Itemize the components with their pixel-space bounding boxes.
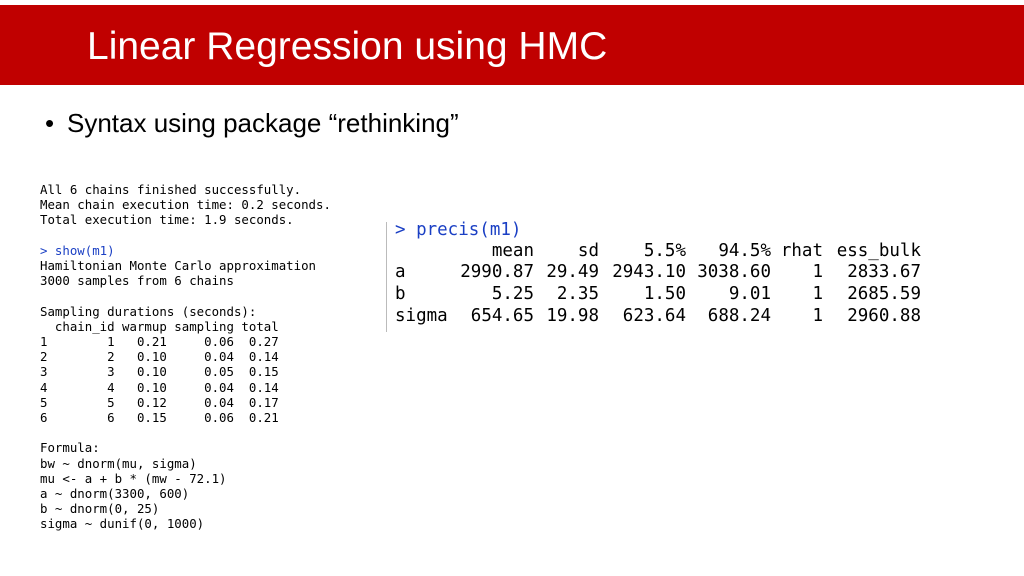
console-line: All 6 chains finished successfully. <box>40 182 302 197</box>
bullet-text: Syntax using package “rethinking” <box>67 108 459 138</box>
console-line: Sampling durations (seconds): <box>40 303 257 319</box>
console-line: a ~ dnorm(3300, 600) <box>40 486 190 501</box>
console-line: mu <- a + b * (mw - 72.1) <box>40 470 227 486</box>
table-cell: 2833.67 <box>847 262 921 282</box>
console-line: sigma ~ dunif(0, 1000) <box>40 516 205 532</box>
console-line: 3 3 0.10 0.05 0.15 <box>40 364 279 380</box>
table-cell: 1 <box>812 284 823 304</box>
console-line: 4 4 0.10 0.04 0.14 <box>40 379 279 395</box>
table-cell: 1.50 <box>643 284 686 304</box>
table-cell: 2685.59 <box>847 284 921 304</box>
slide-title: Linear Regression using HMC <box>87 25 608 68</box>
header-bar: Linear Regression using HMC <box>0 5 1024 85</box>
console-line: 5 5 0.12 0.04 0.17 <box>40 394 279 410</box>
table-cell: 2943.10 <box>612 262 686 282</box>
column-header: rhat <box>780 241 823 261</box>
row-label: a <box>395 262 406 282</box>
column-header: 5.5% <box>643 241 686 261</box>
console-line: 1 1 0.21 0.06 0.27 <box>40 334 279 349</box>
console-command: > show(m1) <box>40 242 115 258</box>
table-cell: 623.64 <box>622 306 686 326</box>
console-line: b ~ dnorm(0, 25) <box>40 501 160 517</box>
console-line: 3000 samples from 6 chains <box>40 273 234 289</box>
table-cell: 19.98 <box>546 306 599 326</box>
table-cell: 1 <box>812 306 823 326</box>
table-cell: 688.24 <box>707 306 771 326</box>
table-cell: 5.25 <box>491 284 534 304</box>
console-border <box>386 222 387 332</box>
console-line: Mean chain execution time: 0.2 seconds. <box>40 197 331 213</box>
row-label: sigma <box>395 306 448 326</box>
table-cell: 9.01 <box>728 284 771 304</box>
table-cell: 2.35 <box>556 284 599 304</box>
table-cell: 1 <box>812 262 823 282</box>
console-line: 6 6 0.15 0.06 0.21 <box>40 410 279 425</box>
column-header: ess_bulk <box>836 241 921 261</box>
column-header: mean <box>491 241 534 261</box>
table-cell: 2990.87 <box>460 262 534 282</box>
console-line: Formula: <box>40 440 100 456</box>
column-header: 94.5% <box>718 241 771 261</box>
console-line: bw ~ dnorm(mu, sigma) <box>40 455 197 471</box>
column-header: sd <box>577 241 599 261</box>
table-cell: 29.49 <box>546 262 599 282</box>
table-cell: 2960.88 <box>847 306 921 326</box>
row-label: b <box>395 284 406 304</box>
console-line: Hamiltonian Monte Carlo approximation <box>40 258 317 273</box>
console-line: 2 2 0.10 0.04 0.14 <box>40 349 279 365</box>
console-command: > precis(m1) <box>395 220 522 240</box>
console-line: chain_id warmup sampling total <box>40 318 279 334</box>
table-cell: 3038.60 <box>697 262 771 282</box>
table-cell: 654.65 <box>470 306 534 326</box>
console-line: Total execution time: 1.9 seconds. <box>40 212 294 228</box>
bullet: Syntax using package “rethinking” <box>45 108 459 139</box>
